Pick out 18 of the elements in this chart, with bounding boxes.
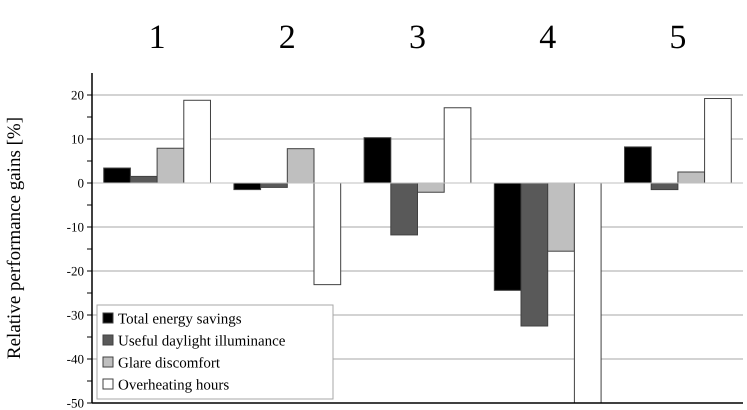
legend-label: Glare discomfort bbox=[118, 355, 221, 372]
x-tick-label: 3 bbox=[409, 19, 426, 56]
legend-label: Useful daylight illuminance bbox=[118, 333, 286, 350]
x-tick-label: 1 bbox=[148, 19, 166, 56]
y-tick-label: 10 bbox=[71, 132, 84, 147]
y-tick-label: -40 bbox=[66, 352, 84, 367]
x-tick-label: 5 bbox=[669, 19, 686, 56]
y-tick-label: 0 bbox=[78, 176, 84, 191]
y-tick-label: 20 bbox=[71, 88, 84, 103]
legend-label: Total energy savings bbox=[118, 311, 242, 328]
y-tick-label: -30 bbox=[66, 308, 84, 323]
x-tick-label: 4 bbox=[539, 19, 556, 56]
y-axis-title: Relative performance gains [%] bbox=[4, 116, 25, 360]
y-tick-label: -50 bbox=[66, 396, 84, 410]
legend-label: Overheating hours bbox=[118, 377, 230, 394]
y-tick-label: -10 bbox=[66, 220, 84, 235]
x-tick-label: 2 bbox=[278, 19, 296, 56]
y-tick-label: -20 bbox=[66, 264, 84, 279]
